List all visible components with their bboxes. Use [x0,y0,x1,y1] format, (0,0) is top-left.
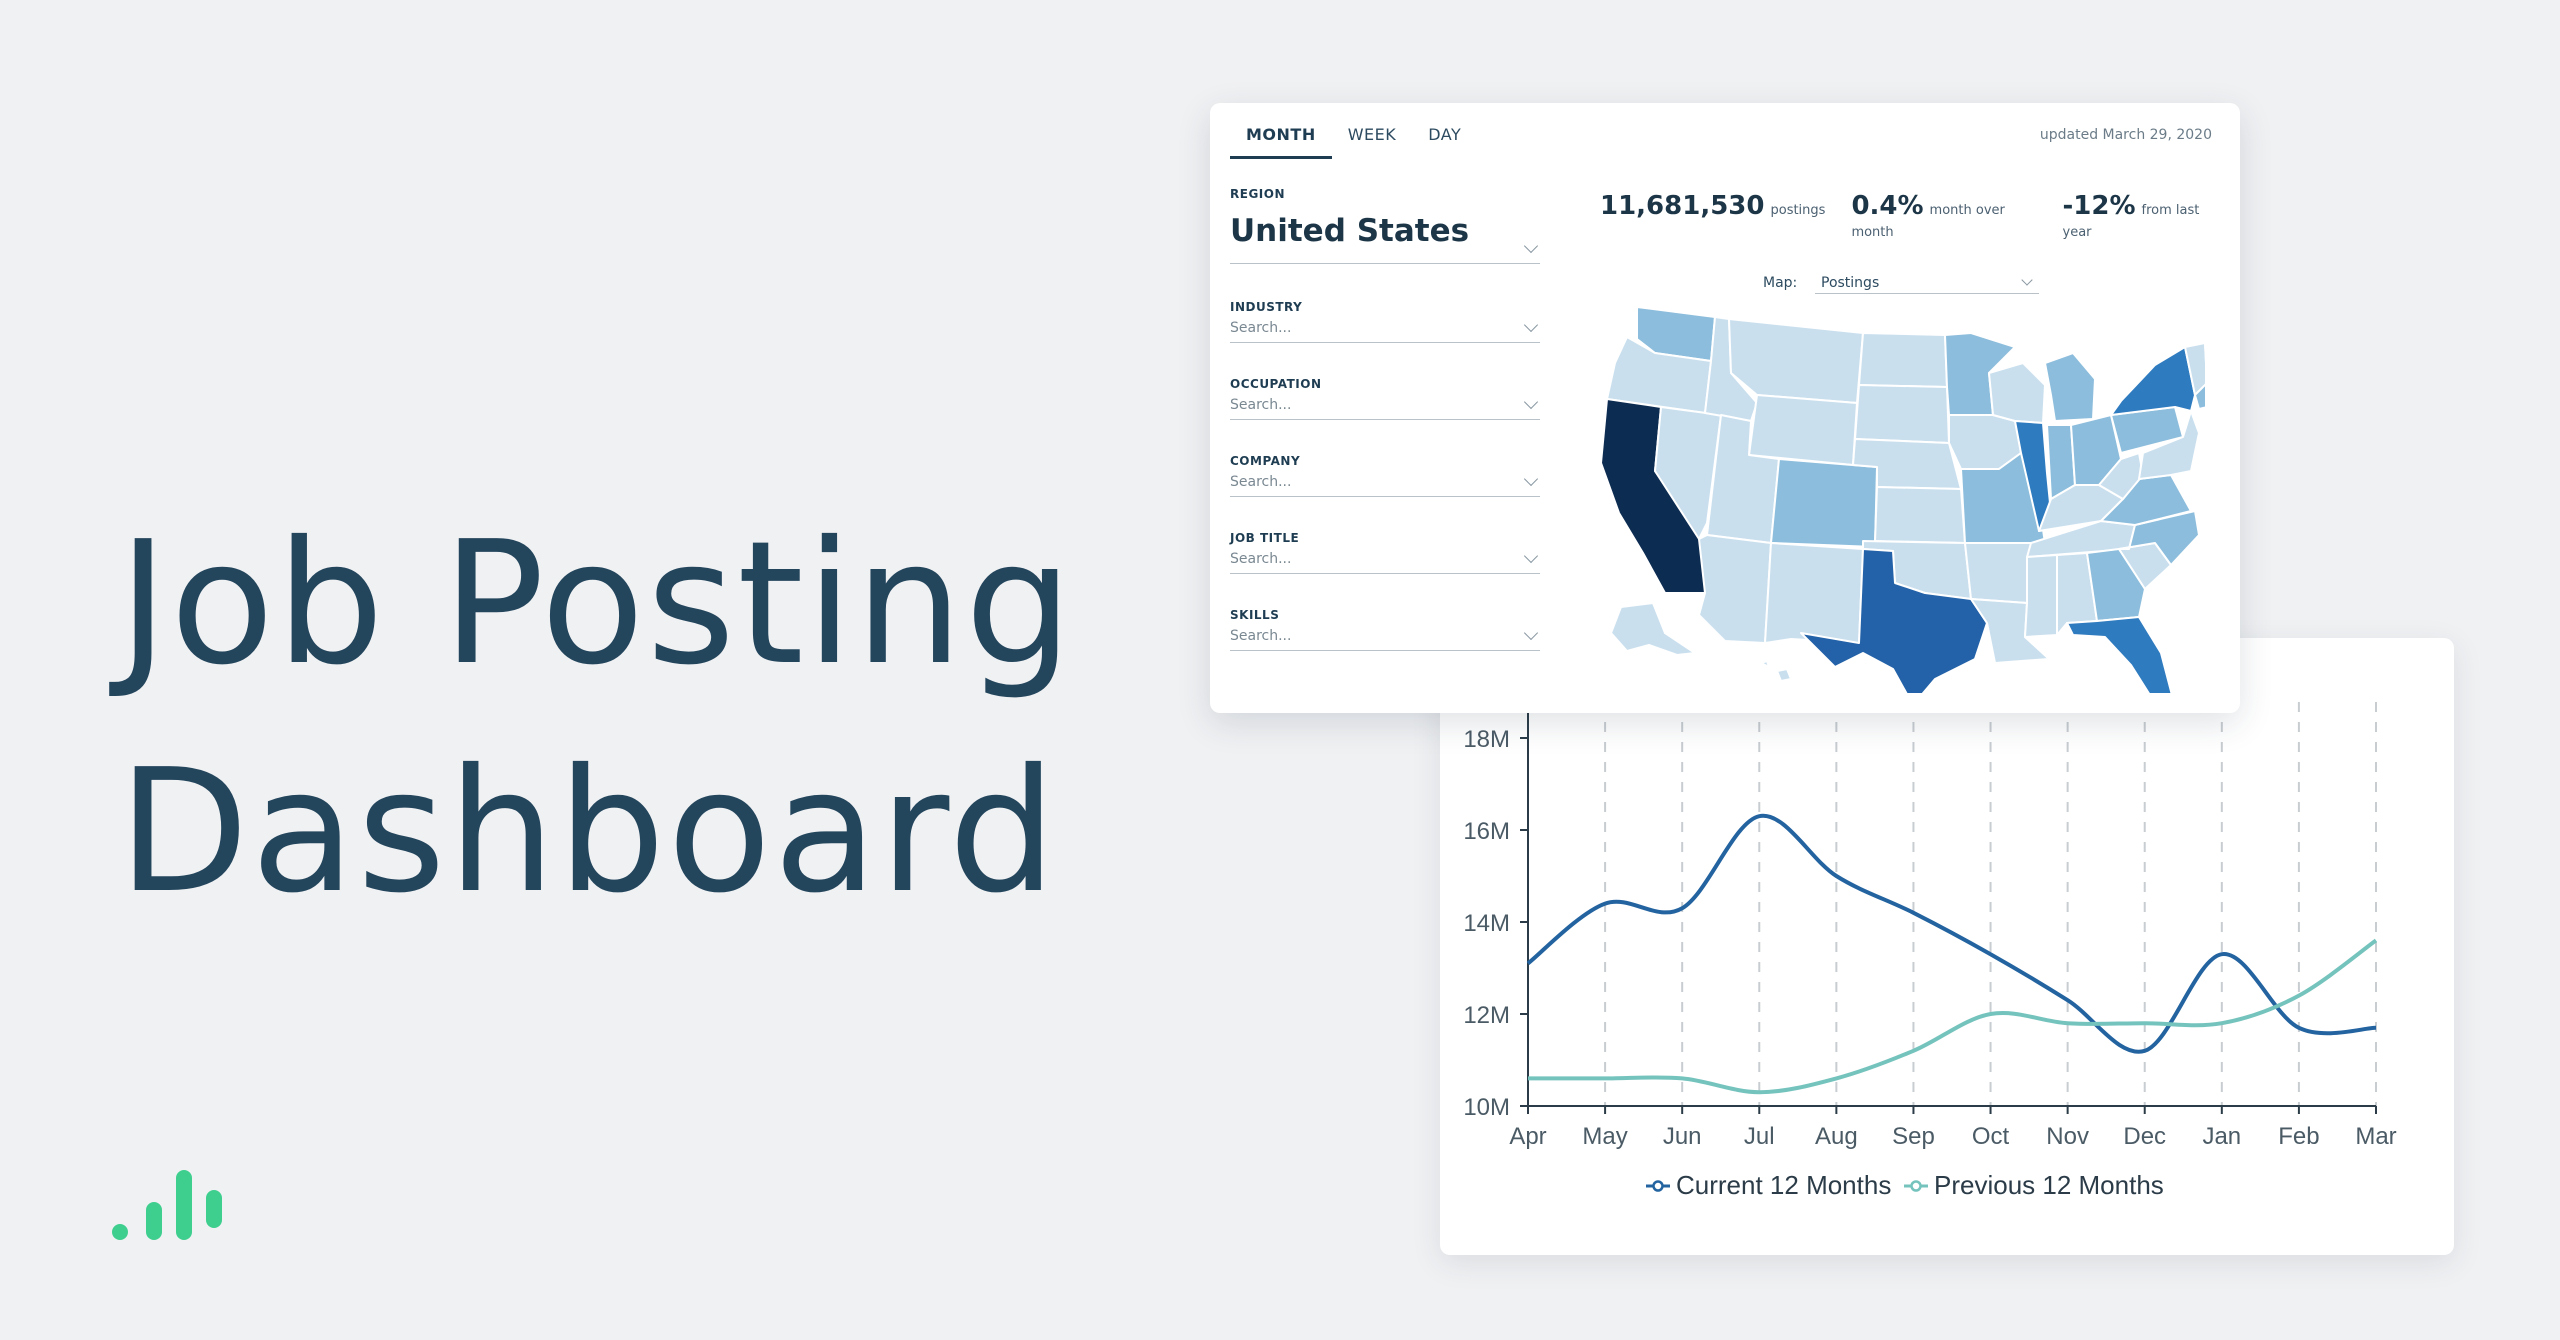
skills-placeholder: Search... [1230,628,1292,644]
map-select-value: Postings [1821,275,1880,291]
map-metric-dropdown[interactable]: Postings [1815,271,2039,294]
series-line-current [1526,814,2377,1054]
occupation-placeholder: Search... [1230,397,1292,413]
tab-month[interactable]: MONTH [1230,125,1332,159]
map-state-montana [1728,318,1864,404]
updated-timestamp: updated March 29, 2020 [2039,127,2212,143]
summary-stats: 11,681,530 postings 0.4% month over month … [1600,191,2220,240]
x-tick-label: Nov [2046,1123,2089,1150]
map-state-texas [1800,548,1988,693]
industry-label: INDUSTRY [1230,300,1303,314]
x-tick-label: Dec [2123,1123,2166,1150]
x-tick-label: Feb [2278,1123,2319,1150]
company-search-input[interactable]: Search... [1230,471,1540,497]
hero-title-line-2: Dashboard [118,733,1059,931]
map-state-new-york [2110,346,2196,416]
stat-postings-value: 11,681,530 [1600,191,1765,221]
stat-yoy-value: -12% [2062,191,2136,221]
stat-month-over-month: 0.4% month over month [1851,191,2036,240]
map-metric-select: Map: Postings [1763,271,2039,297]
map-state-michigan [2044,352,2096,422]
x-tick-label: May [1582,1123,1627,1150]
trend-chart-card: 10M 12M 14M 16M 18M Apr May Jun Jul Aug Sep Oct Nov D… [1440,638,2454,1255]
stat-from-last-year: -12% from last year [2063,191,2221,240]
map-state-south-dakota [1854,384,1950,444]
map-state-kansas [1874,486,1966,544]
stat-yoy-label: from last year [2062,203,2200,240]
industry-search-input[interactable]: Search... [1230,317,1540,343]
brand-logo-icon [112,1170,222,1240]
map-state-vermont-nh [2184,342,2205,396]
y-tick-label: 12M [1463,1002,1510,1029]
filter-map-card: MONTH WEEK DAY updated March 29, 2020 RE… [1210,103,2240,713]
skills-search-input[interactable]: Search... [1230,625,1540,651]
x-tick-label: Jul [1744,1123,1775,1150]
tab-week[interactable]: WEEK [1347,125,1397,144]
industry-placeholder: Search... [1230,320,1292,336]
y-tick-label: 14M [1463,910,1510,937]
map-state-hawaii [1760,660,1792,682]
series-line-previous [1527,938,2378,1095]
company-label: COMPANY [1230,454,1301,468]
map-state-mississippi [2024,554,2058,638]
job-title-filter: JOB TITLE Search... [1230,531,1540,574]
x-tick-label: Sep [1892,1123,1935,1150]
stat-postings-label: postings [1770,203,1826,218]
map-select-label: Map: [1763,275,1798,291]
region-select[interactable]: United States [1230,207,1540,264]
period-tabs: MONTH WEEK DAY [1230,125,1477,159]
x-tick-label: Jun [1663,1123,1702,1150]
x-tick-label: Mar [2355,1123,2396,1150]
y-tick-label: 10M [1463,1094,1510,1121]
region-value: United States [1230,213,1470,249]
x-tick-label: Aug [1815,1123,1858,1150]
y-tick-label: 16M [1463,818,1510,845]
map-state-florida [2066,616,2173,693]
company-placeholder: Search... [1230,474,1292,490]
stat-mom-value: 0.4% [1851,191,1924,221]
legend-swatch-marker [1910,1180,1922,1192]
trend-line-chart: 10M 12M 14M 16M 18M Apr May Jun Jul Aug Sep Oct Nov D… [1463,668,2397,1200]
region-filter: REGION United States [1230,187,1540,264]
x-tick-label: Jan [2202,1123,2241,1150]
region-label: REGION [1230,187,1285,201]
legend-label: Current 12 Months [1676,1170,1891,1200]
x-tick-label: Apr [1509,1123,1546,1150]
occupation-search-input[interactable]: Search... [1230,394,1540,420]
legend-label: Previous 12 Months [1934,1170,2164,1200]
x-tick-label: Oct [1972,1123,2010,1150]
job-title-search-input[interactable]: Search... [1230,548,1540,574]
map-state-wisconsin [1988,362,2046,424]
occupation-filter: OCCUPATION Search... [1230,377,1540,420]
job-title-placeholder: Search... [1230,551,1292,567]
map-state-wyoming [1748,394,1858,466]
skills-filter: SKILLS Search... [1230,608,1540,651]
occupation-label: OCCUPATION [1230,377,1322,391]
hero-title-line-1: Job Posting [118,505,1075,703]
hero-title: Job Posting Dashboard [118,490,1075,946]
company-filter: COMPANY Search... [1230,454,1540,497]
stat-postings: 11,681,530 postings [1600,191,1825,221]
legend-swatch-marker [1652,1180,1664,1192]
stat-mom-label: month over month [1851,203,2005,240]
map-state-arizona [1698,534,1772,644]
map-state-mass-ct-ri [2194,383,2205,410]
job-title-label: JOB TITLE [1230,531,1300,545]
map-state-colorado [1770,458,1878,548]
map-state-mid-atlantic [2138,410,2200,480]
y-tick-label: 18M [1463,726,1510,753]
industry-filter: INDUSTRY Search... [1230,300,1540,343]
us-choropleth-map[interactable] [1595,303,2205,693]
chevron-down-icon [2021,274,2033,286]
map-state-new-mexico [1764,542,1864,644]
filter-panel: REGION United States INDUSTRY Search... … [1230,187,1540,685]
skills-label: SKILLS [1230,608,1280,622]
map-state-north-dakota [1858,332,1948,388]
map-state-alaska [1610,602,1696,656]
map-state-arkansas [1964,542,2032,604]
tab-day[interactable]: DAY [1428,125,1462,144]
